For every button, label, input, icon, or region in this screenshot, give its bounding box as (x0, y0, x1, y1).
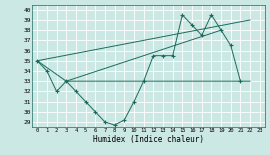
X-axis label: Humidex (Indice chaleur): Humidex (Indice chaleur) (93, 135, 204, 144)
